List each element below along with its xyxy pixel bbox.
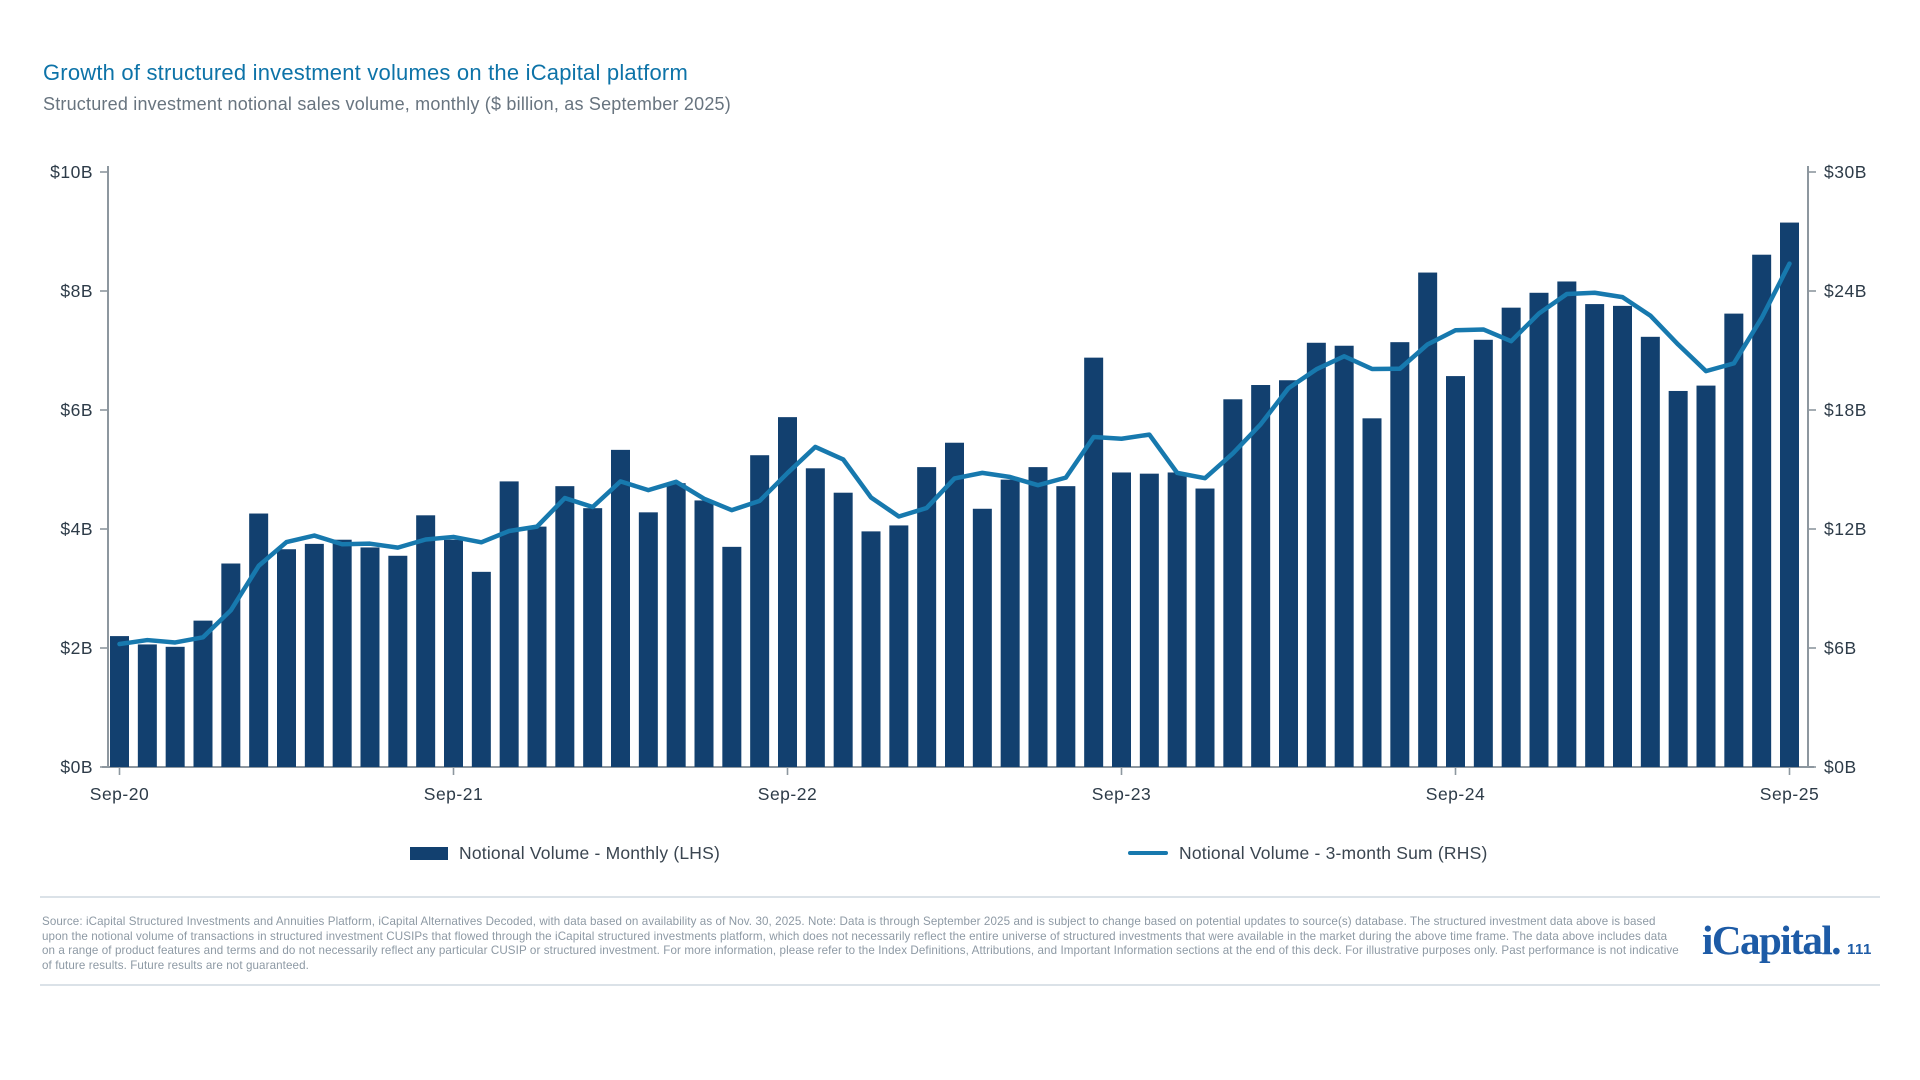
monthly-volume-bar [833,492,853,767]
monthly-volume-bar [1752,254,1772,767]
monthly-volume-bar [1195,488,1215,767]
left-axis-label: $10B [50,162,93,182]
monthly-volume-bar [1000,479,1020,767]
bottom-divider [40,984,1880,986]
monthly-volume-bar [1529,292,1549,767]
monthly-volume-bar [527,526,547,767]
left-axis-label: $0B [60,757,93,777]
monthly-volume-bar [1334,345,1354,767]
icapital-logo-text: iCapital. [1702,917,1842,963]
monthly-volume-bar [1223,399,1243,767]
legend-label-3month-sum: Notional Volume - 3-month Sum (RHS) [1179,842,1488,863]
monthly-volume-bar [555,486,575,767]
legend-item-3month-sum: Notional Volume - 3-month Sum (RHS) [1128,842,1488,864]
monthly-volume-bar [1640,336,1660,767]
monthly-volume-bar [360,547,380,767]
legend-item-monthly: Notional Volume - Monthly (LHS) [410,842,720,864]
monthly-volume-bar [722,546,742,767]
monthly-volume-bar [277,549,296,767]
monthly-volume-bar [1780,222,1799,767]
monthly-volume-bar [805,468,825,767]
monthly-volume-bar [1668,390,1688,767]
monthly-volume-bar [972,508,992,767]
page-title: Growth of structured investment volumes … [43,60,688,85]
x-axis-label: Sep-20 [90,784,149,804]
right-axis-label: $18B [1824,400,1867,420]
monthly-volume-bar [221,563,241,767]
monthly-volume-bar [889,525,909,767]
monthly-volume-bar [583,508,603,767]
monthly-volume-bar [1473,339,1493,767]
top-divider [40,896,1880,898]
bar-swatch-icon [410,846,448,860]
x-axis-label: Sep-23 [1092,784,1151,804]
monthly-volume-bar [694,500,714,767]
monthly-volume-bar [1139,473,1159,767]
monthly-volume-bar [1418,272,1438,767]
monthly-volume-bar [1501,307,1521,767]
page-number: 111 [1847,941,1872,958]
monthly-volume-bar [110,636,129,767]
monthly-volume-bar [1557,281,1577,767]
monthly-volume-bar [137,644,157,767]
right-axis-label: $0B [1824,757,1857,777]
monthly-volume-bar [416,515,436,767]
left-axis-label: $2B [60,638,93,658]
monthly-volume-bar [1028,467,1048,767]
monthly-volume-bar [1724,313,1744,767]
monthly-volume-bar [332,539,352,767]
right-axis-label: $30B [1824,162,1867,182]
monthly-volume-bar [388,555,408,767]
monthly-volume-bar [917,467,937,767]
left-axis-label: $8B [60,281,93,301]
monthly-volume-bar [778,417,797,767]
monthly-volume-bar [1696,385,1716,767]
right-axis-label: $24B [1824,281,1867,301]
monthly-volume-bar [444,539,463,767]
monthly-volume-bar [666,483,686,767]
monthly-volume-bar [1112,472,1131,767]
monthly-volume-bar [1446,376,1465,767]
source-disclaimer-text: Source: iCapital Structured Investments … [42,915,1679,972]
monthly-volume-bar [1056,486,1076,767]
monthly-volume-bar [1306,342,1326,767]
left-axis-label: $4B [60,519,93,539]
x-axis-label: Sep-25 [1760,784,1819,804]
monthly-volume-bar [1084,357,1104,767]
page-subtitle: Structured investment notional sales vol… [43,94,731,114]
monthly-volume-bar [1585,304,1605,767]
monthly-volume-bar [304,543,324,767]
line-swatch-icon [1128,850,1168,856]
monthly-volume-bar [471,571,491,767]
monthly-volume-bar [638,512,658,767]
monthly-volume-bar [165,646,185,767]
monthly-volume-bar [1279,380,1298,767]
left-axis-label: $6B [60,400,93,420]
icapital-logo: iCapital. 111 [1702,916,1892,964]
monthly-volume-bar [1362,418,1382,767]
three-month-sum-line [117,261,1792,647]
legend-label-monthly: Notional Volume - Monthly (LHS) [459,842,721,863]
x-axis-label: Sep-22 [758,784,817,804]
monthly-volume-bar [249,513,269,767]
monthly-volume-bar [611,449,630,767]
monthly-volume-bar [750,455,770,767]
x-axis-label: Sep-24 [1426,784,1485,804]
monthly-volume-bar [861,531,881,767]
right-axis-label: $12B [1824,519,1867,539]
monthly-volume-bar [1390,342,1410,767]
x-axis-label: Sep-21 [424,784,483,804]
volume-chart: $0B $0B $2B $6B $4B $12B $6B $18B $8B $24B $10B $30… [50,162,1867,804]
monthly-volume-bar [1167,472,1187,767]
right-axis-label: $6B [1824,638,1857,658]
monthly-volume-bar [945,442,964,767]
monthly-volume-bar [193,620,213,767]
monthly-volume-bar [499,481,519,767]
monthly-volume-bar [1613,305,1632,767]
monthly-volume-bar [1251,385,1271,767]
